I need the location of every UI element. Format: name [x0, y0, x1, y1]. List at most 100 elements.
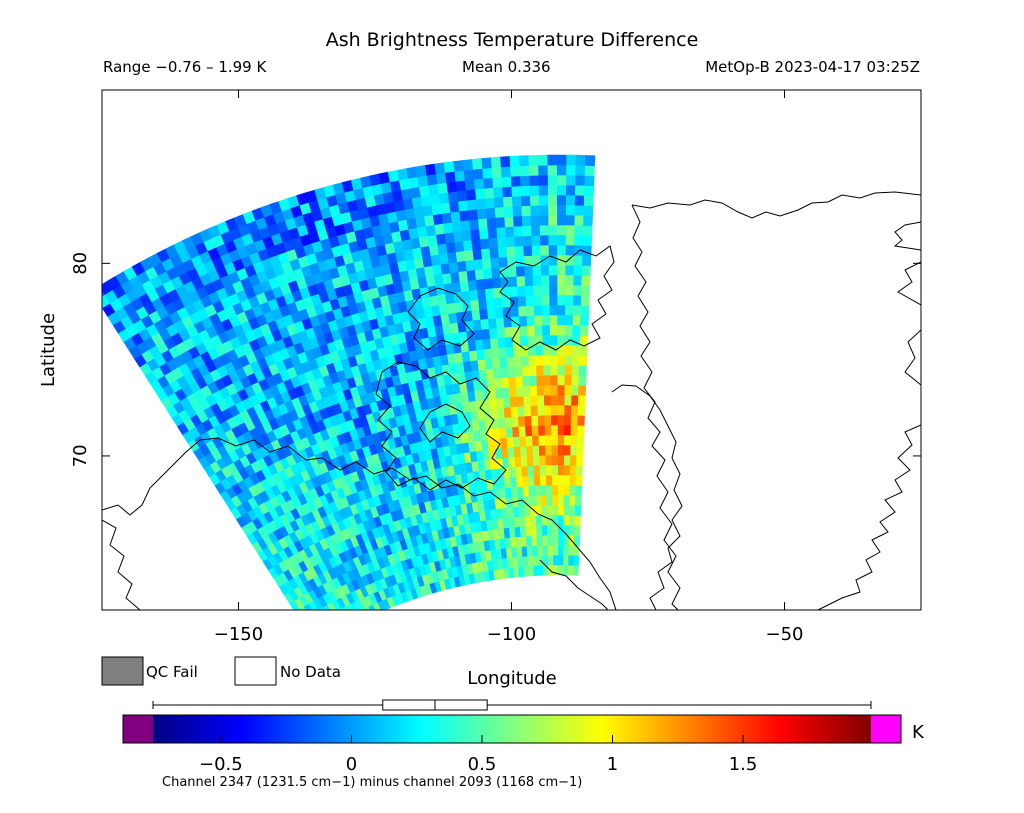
- swath-cell: [481, 157, 493, 169]
- swath-cell: [570, 434, 578, 446]
- qc-fail-label: QC Fail: [146, 663, 198, 681]
- swath-cell: [576, 444, 584, 456]
- swath-cell: [482, 267, 493, 280]
- swath-cell: [530, 204, 541, 216]
- swath-cell: [511, 185, 522, 197]
- x-axis: −150 −100 −50: [214, 90, 804, 645]
- swath-cell: [459, 280, 470, 292]
- swath-cell: [498, 346, 508, 359]
- swath-cell: [525, 295, 535, 307]
- swath-cell: [510, 486, 519, 498]
- swath-cell: [524, 515, 532, 527]
- swath-cell: [492, 276, 502, 289]
- swath-cell: [494, 206, 505, 218]
- swath-cell: [485, 297, 496, 310]
- swath-cell: [429, 193, 441, 206]
- swath-cell: [564, 354, 573, 366]
- swath-cell: [557, 324, 566, 336]
- no-data-legend: No Data: [234, 656, 341, 686]
- swath-cell: [505, 235, 516, 248]
- swath-cell: [557, 234, 567, 246]
- swath-cell: [557, 364, 566, 376]
- swath-cell: [531, 234, 541, 246]
- swath-cell: [563, 504, 571, 516]
- swath-cell: [548, 204, 558, 216]
- swath-cell: [509, 155, 521, 167]
- swath-cell: [476, 207, 488, 220]
- swath-cell: [501, 386, 511, 398]
- swath-cell: [512, 506, 520, 518]
- swath-cell: [563, 454, 571, 466]
- swath-cell: [506, 356, 516, 368]
- swath-cell: [504, 326, 514, 338]
- swath-cell: [572, 294, 582, 306]
- colorbar-under-swatch: [123, 715, 153, 743]
- swath-cell: [571, 384, 580, 396]
- swath-cell: [458, 270, 469, 283]
- swath-cell: [538, 164, 549, 176]
- swath-cell: [478, 298, 488, 310]
- swath-cell: [543, 364, 552, 376]
- swath-cell: [542, 354, 552, 366]
- swath-cell: [574, 234, 584, 246]
- swath-cell: [508, 456, 516, 468]
- alaska-west-coast: [102, 519, 141, 610]
- swath-cell: [513, 355, 523, 367]
- swath-cell: [574, 204, 585, 216]
- swath-cell: [510, 165, 521, 177]
- swath-cell: [519, 525, 527, 537]
- swath-cell: [512, 205, 523, 217]
- swath-cell: [500, 446, 509, 459]
- swath-cell: [502, 196, 514, 208]
- swath-cell: [445, 241, 457, 254]
- swath-cell: [464, 178, 476, 191]
- mean-text: Mean 0.336: [462, 58, 551, 76]
- swath-cell: [521, 365, 530, 377]
- swath-cell: [518, 305, 528, 317]
- swath-cell: [471, 309, 481, 321]
- swath-cell: [479, 237, 491, 250]
- swath-cell: [504, 336, 514, 348]
- swath-cell: [570, 414, 579, 426]
- swath-cell: [565, 264, 575, 276]
- swath-cell: [333, 622, 342, 633]
- swath-cell: [531, 425, 540, 436]
- swath-cell: [505, 426, 514, 438]
- swath-cell: [491, 357, 501, 369]
- swath-cell: [532, 435, 540, 446]
- swath-cell: [431, 203, 443, 216]
- swath-cell: [525, 525, 533, 537]
- swath-cell: [482, 338, 492, 350]
- swath-cell: [484, 197, 496, 209]
- swath-cell: [538, 434, 546, 446]
- swath-cell: [557, 394, 566, 406]
- swath-cell: [552, 494, 559, 506]
- swath-cell: [541, 314, 551, 326]
- y-axis-label: Latitude: [38, 313, 59, 387]
- swath-cell: [415, 165, 428, 178]
- swath-cell: [551, 444, 559, 456]
- swath-cell: [473, 329, 484, 341]
- swath-cell: [456, 189, 468, 202]
- swath-cell: [566, 174, 577, 186]
- swath-cell: [573, 554, 580, 566]
- swath-cell: [541, 294, 551, 306]
- swath-cell: [443, 161, 456, 173]
- swath-cell: [481, 328, 491, 340]
- swath-cell: [549, 314, 559, 326]
- swath-cell: [442, 221, 454, 234]
- swath-cell: [575, 184, 586, 196]
- swath-cell: [548, 264, 558, 276]
- swath-cell: [526, 445, 534, 457]
- swath-cell: [563, 484, 571, 496]
- swath-cell: [493, 196, 505, 208]
- swath-cell: [584, 155, 596, 167]
- swath-cell: [474, 268, 485, 281]
- swath-cell: [576, 434, 585, 446]
- swath-cell: [460, 219, 471, 232]
- swath-cell: [480, 247, 491, 260]
- swath-cell: [578, 384, 587, 396]
- swath-cell: [544, 424, 553, 436]
- swath-cell: [509, 476, 518, 488]
- channel-caption: Channel 2347 (1231.5 cm−1) minus channel…: [162, 775, 582, 790]
